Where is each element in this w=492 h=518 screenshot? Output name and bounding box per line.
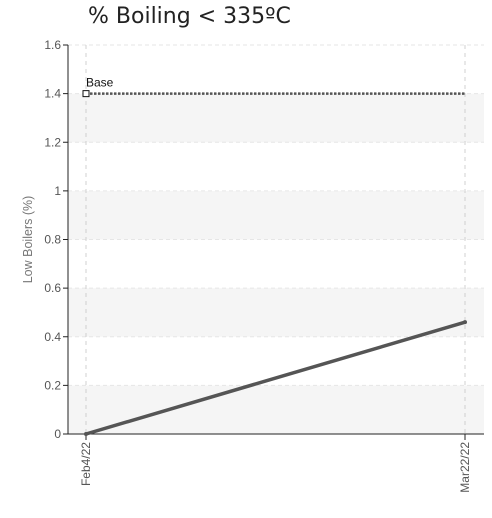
x-tick-label: Mar22/22	[458, 442, 472, 493]
series-line	[84, 320, 467, 436]
y-tick-label: 0.6	[44, 281, 61, 295]
data-point	[84, 432, 88, 436]
y-axis-label: Low Boilers (%)	[21, 196, 35, 284]
y-tick-label: 1	[54, 184, 61, 198]
background-band	[68, 45, 484, 94]
background-band	[68, 385, 484, 434]
background-band	[68, 190, 484, 240]
y-tick-label: 1.6	[44, 38, 61, 52]
y-tick-label: 0.2	[44, 378, 61, 392]
background-band	[68, 288, 484, 337]
x-tick-label: Feb4/22	[79, 442, 93, 486]
y-tick-label: 0.8	[44, 233, 61, 247]
reference-label: Base	[86, 76, 114, 90]
chart-title: % Boiling < 335ºC	[88, 4, 291, 29]
reference-marker	[82, 90, 90, 98]
y-tick-label: 1.2	[44, 135, 61, 149]
y-tick-label: 0	[54, 427, 61, 441]
data-point	[463, 320, 467, 325]
y-tick-label: 0.4	[44, 330, 61, 344]
y-tick-label: 1.4	[44, 87, 61, 101]
background-band	[68, 142, 484, 191]
background-band	[68, 93, 484, 143]
background-band	[68, 239, 484, 289]
